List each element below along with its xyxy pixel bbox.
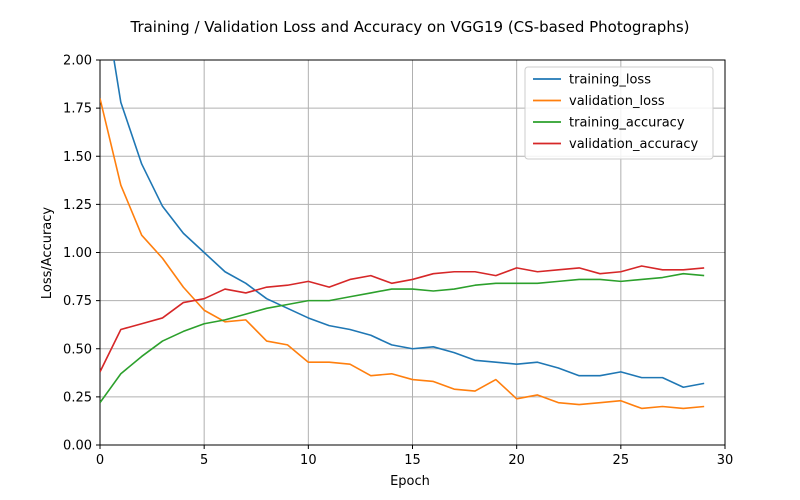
legend: training_loss validation_loss training_acc… bbox=[524, 66, 714, 160]
x-tick-label: 10 bbox=[300, 453, 317, 468]
x-axis-label: Epoch bbox=[390, 474, 430, 489]
chart-title: Training / Validation Loss and Accuracy … bbox=[129, 18, 689, 36]
series-line-validation-accuracy bbox=[100, 265, 705, 373]
legend-label: validation_accuracy bbox=[569, 137, 698, 152]
y-tick-label: 0.00 bbox=[63, 439, 92, 454]
legend-label: training_loss bbox=[569, 73, 651, 88]
axis-ticks: 0 5 10 15 20 25 30 0.00 0.25 0.50 0.75 1.00 1.25 1.50… bbox=[63, 54, 733, 469]
y-tick-label: 2.00 bbox=[63, 54, 92, 69]
y-tick-label: 1.25 bbox=[63, 198, 92, 213]
series-lines bbox=[100, 60, 705, 410]
x-tick-label: 5 bbox=[200, 453, 208, 468]
series-line-training-accuracy bbox=[100, 272, 705, 404]
y-tick-label: 0.25 bbox=[63, 390, 92, 405]
series-line-training-loss bbox=[113, 60, 705, 389]
legend-label: training_accuracy bbox=[569, 116, 685, 131]
x-tick-label: 0 bbox=[96, 453, 104, 468]
y-axis-label: Loss/Accuracy bbox=[40, 207, 55, 300]
x-tick-label: 15 bbox=[404, 453, 421, 468]
legend-label: validation_loss bbox=[569, 94, 665, 109]
x-tick-label: 20 bbox=[508, 453, 525, 468]
series-line-validation-loss bbox=[100, 98, 705, 410]
y-tick-label: 0.75 bbox=[63, 294, 92, 309]
x-tick-label: 25 bbox=[613, 453, 630, 468]
y-tick-label: 1.00 bbox=[63, 246, 92, 261]
legend-box bbox=[524, 66, 714, 160]
x-tick-label: 30 bbox=[717, 453, 734, 468]
y-tick-label: 1.50 bbox=[63, 150, 92, 165]
y-tick-label: 1.75 bbox=[63, 102, 92, 117]
y-tick-label: 0.50 bbox=[63, 342, 92, 357]
